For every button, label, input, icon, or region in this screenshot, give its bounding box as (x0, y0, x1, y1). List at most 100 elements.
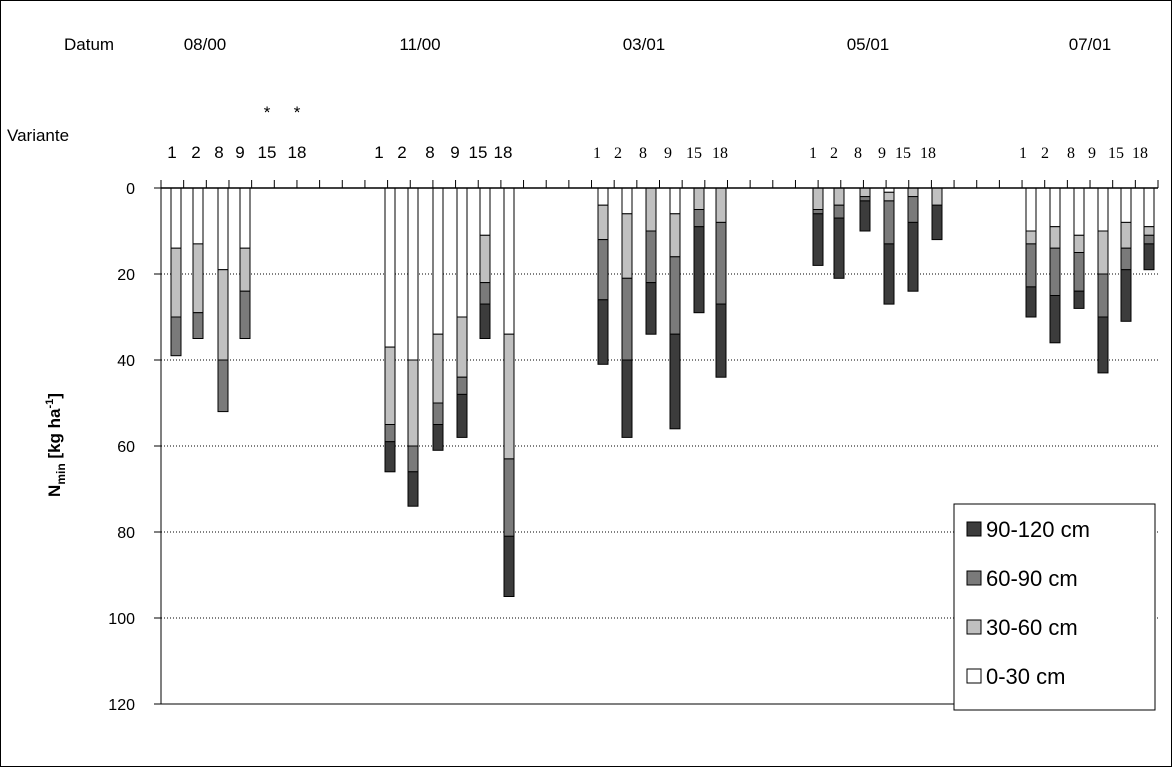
bar-segment (407, 445, 419, 473)
bar-segment (239, 247, 251, 292)
bar-segment (1025, 286, 1037, 318)
bar-segment (931, 204, 943, 241)
bar-segment (1049, 187, 1061, 228)
ylabel-sub: min (54, 463, 68, 484)
bar-segment (812, 213, 824, 266)
bar-segment (833, 187, 845, 206)
y-tick-label: 20 (117, 267, 135, 284)
variant-label: 8 (425, 143, 434, 162)
grid-lines (161, 273, 1158, 619)
bar-segment (1097, 316, 1109, 374)
bar-segment (883, 191, 895, 202)
ylabel-rest: [kg ha (45, 408, 64, 463)
variant-label: 2 (191, 143, 200, 162)
bar-segment (1097, 230, 1109, 275)
axes (154, 180, 1159, 705)
bar-segment (1073, 290, 1085, 309)
bar-segment (1073, 252, 1085, 292)
bar-segment (1120, 187, 1132, 223)
bar-segment (859, 196, 871, 202)
legend-label: 0-30 cm (986, 664, 1065, 689)
legend: 90-120 cm 60-90 cm 30-60 cm 0-30 cm (953, 503, 1156, 711)
variant-label: 18 (712, 145, 728, 162)
bar-segment (1025, 243, 1037, 288)
legend-label: 60-90 cm (986, 566, 1078, 591)
legend-label: 90-120 cm (986, 517, 1090, 542)
bar-segment (239, 290, 251, 340)
variant-label: 8 (1067, 145, 1075, 162)
bar-segment (597, 299, 609, 365)
bar-segment (479, 303, 491, 340)
variant-label: 1 (374, 143, 383, 162)
bar-segment (384, 424, 396, 443)
bar-segment (479, 234, 491, 284)
variant-label: 2 (397, 143, 406, 162)
y-tick-label: 40 (117, 353, 135, 370)
bar-segment (1120, 221, 1132, 249)
ylabel-main: N (45, 485, 64, 497)
bar-segment (170, 247, 182, 318)
bar-segment (693, 187, 705, 210)
y-axis-title: Nmin [kg ha-1] (44, 393, 68, 497)
variant-label: 15 (469, 143, 488, 162)
y-tick-label: 0 (126, 181, 135, 198)
bar-segment (239, 187, 251, 249)
bar-segment (456, 316, 468, 378)
bar-segment (715, 303, 727, 378)
bar-segment (503, 187, 515, 335)
bar-segment (833, 204, 845, 219)
bar-segment (503, 458, 515, 537)
legend-label: 30-60 cm (986, 615, 1078, 640)
bars (170, 187, 1155, 597)
bar-segment (432, 187, 444, 335)
bar-segment (669, 333, 681, 430)
y-tick-label: 80 (117, 525, 135, 542)
bar-segment (407, 471, 419, 507)
bar-segment (597, 239, 609, 301)
bar-segment (669, 256, 681, 335)
bar-segment (1120, 247, 1132, 271)
bar-segment (1097, 187, 1109, 232)
variant-label: 9 (1088, 145, 1096, 162)
bar-segment (715, 221, 727, 305)
asterisk-marker: * (264, 103, 271, 122)
datum-08-00: 08/00 (184, 35, 227, 54)
bar-segment (170, 316, 182, 357)
datum-05-01: 05/01 (847, 35, 890, 54)
bar-segment (621, 359, 633, 438)
variant-label: 8 (639, 145, 647, 162)
variant-label: 2 (614, 145, 622, 162)
bar-segment (217, 359, 229, 413)
bar-segment (432, 424, 444, 451)
bar-segment (1025, 230, 1037, 245)
bar-segment (503, 535, 515, 597)
bar-segment (432, 333, 444, 404)
variant-label: 18 (1132, 145, 1148, 162)
bar-segment (479, 282, 491, 305)
bar-segment (1143, 187, 1155, 228)
legend-swatch (966, 668, 982, 684)
bar-segment (217, 269, 229, 361)
bar-segment (1049, 226, 1061, 249)
bar-segment (217, 187, 229, 271)
bar-segment (1049, 247, 1061, 296)
bar-segment (621, 277, 633, 361)
bar-segment (1143, 234, 1155, 245)
legend-swatch (966, 619, 982, 635)
variante-label: Variante (7, 126, 69, 145)
bar-segment (859, 200, 871, 232)
variant-label: 1 (1019, 145, 1027, 162)
bar-segment (669, 213, 681, 258)
bar-segment (669, 187, 681, 215)
bar-segment (883, 200, 895, 245)
variant-label: 18 (920, 145, 936, 162)
variant-label: 1 (593, 145, 601, 162)
bar-segment (384, 187, 396, 348)
variant-label: 15 (1108, 145, 1124, 162)
bar-segment (456, 187, 468, 318)
bar-segment (812, 187, 824, 210)
bar-segment (597, 187, 609, 206)
bar-segment (432, 402, 444, 425)
bar-segment (1073, 187, 1085, 236)
legend-swatch (966, 521, 982, 537)
